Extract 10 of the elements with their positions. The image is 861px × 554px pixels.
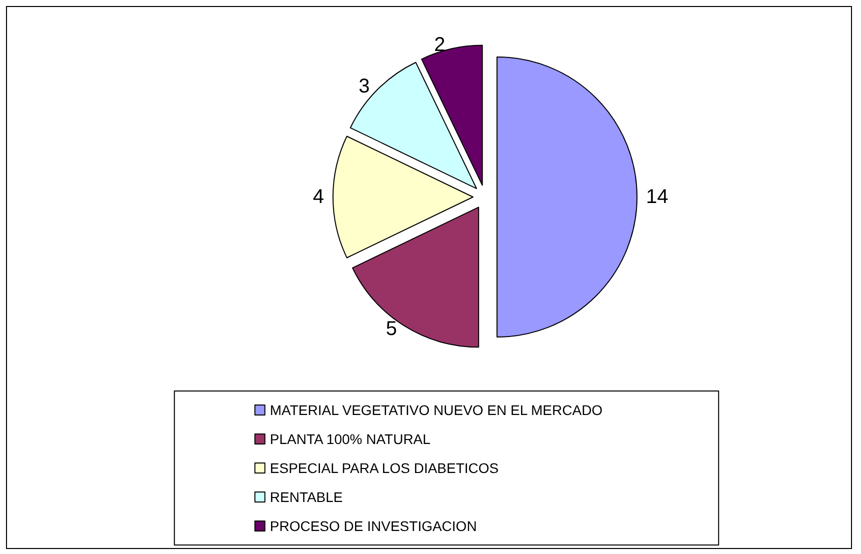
- legend-label: MATERIAL VEGETATIVO NUEVO EN EL MERCADO: [270, 402, 603, 418]
- data-label: 4: [312, 186, 324, 208]
- legend-label: RENTABLE: [270, 489, 343, 505]
- legend-label: PLANTA 100% NATURAL: [270, 431, 431, 447]
- legend-label: PROCESO DE INVESTIGACION: [270, 518, 477, 534]
- data-label: 3: [358, 76, 370, 98]
- data-label: 5: [386, 318, 398, 340]
- data-label: 2: [434, 34, 446, 56]
- legend-label: ESPECIAL PARA LOS DIABETICOS: [270, 460, 499, 476]
- data-label: 14: [646, 186, 668, 208]
